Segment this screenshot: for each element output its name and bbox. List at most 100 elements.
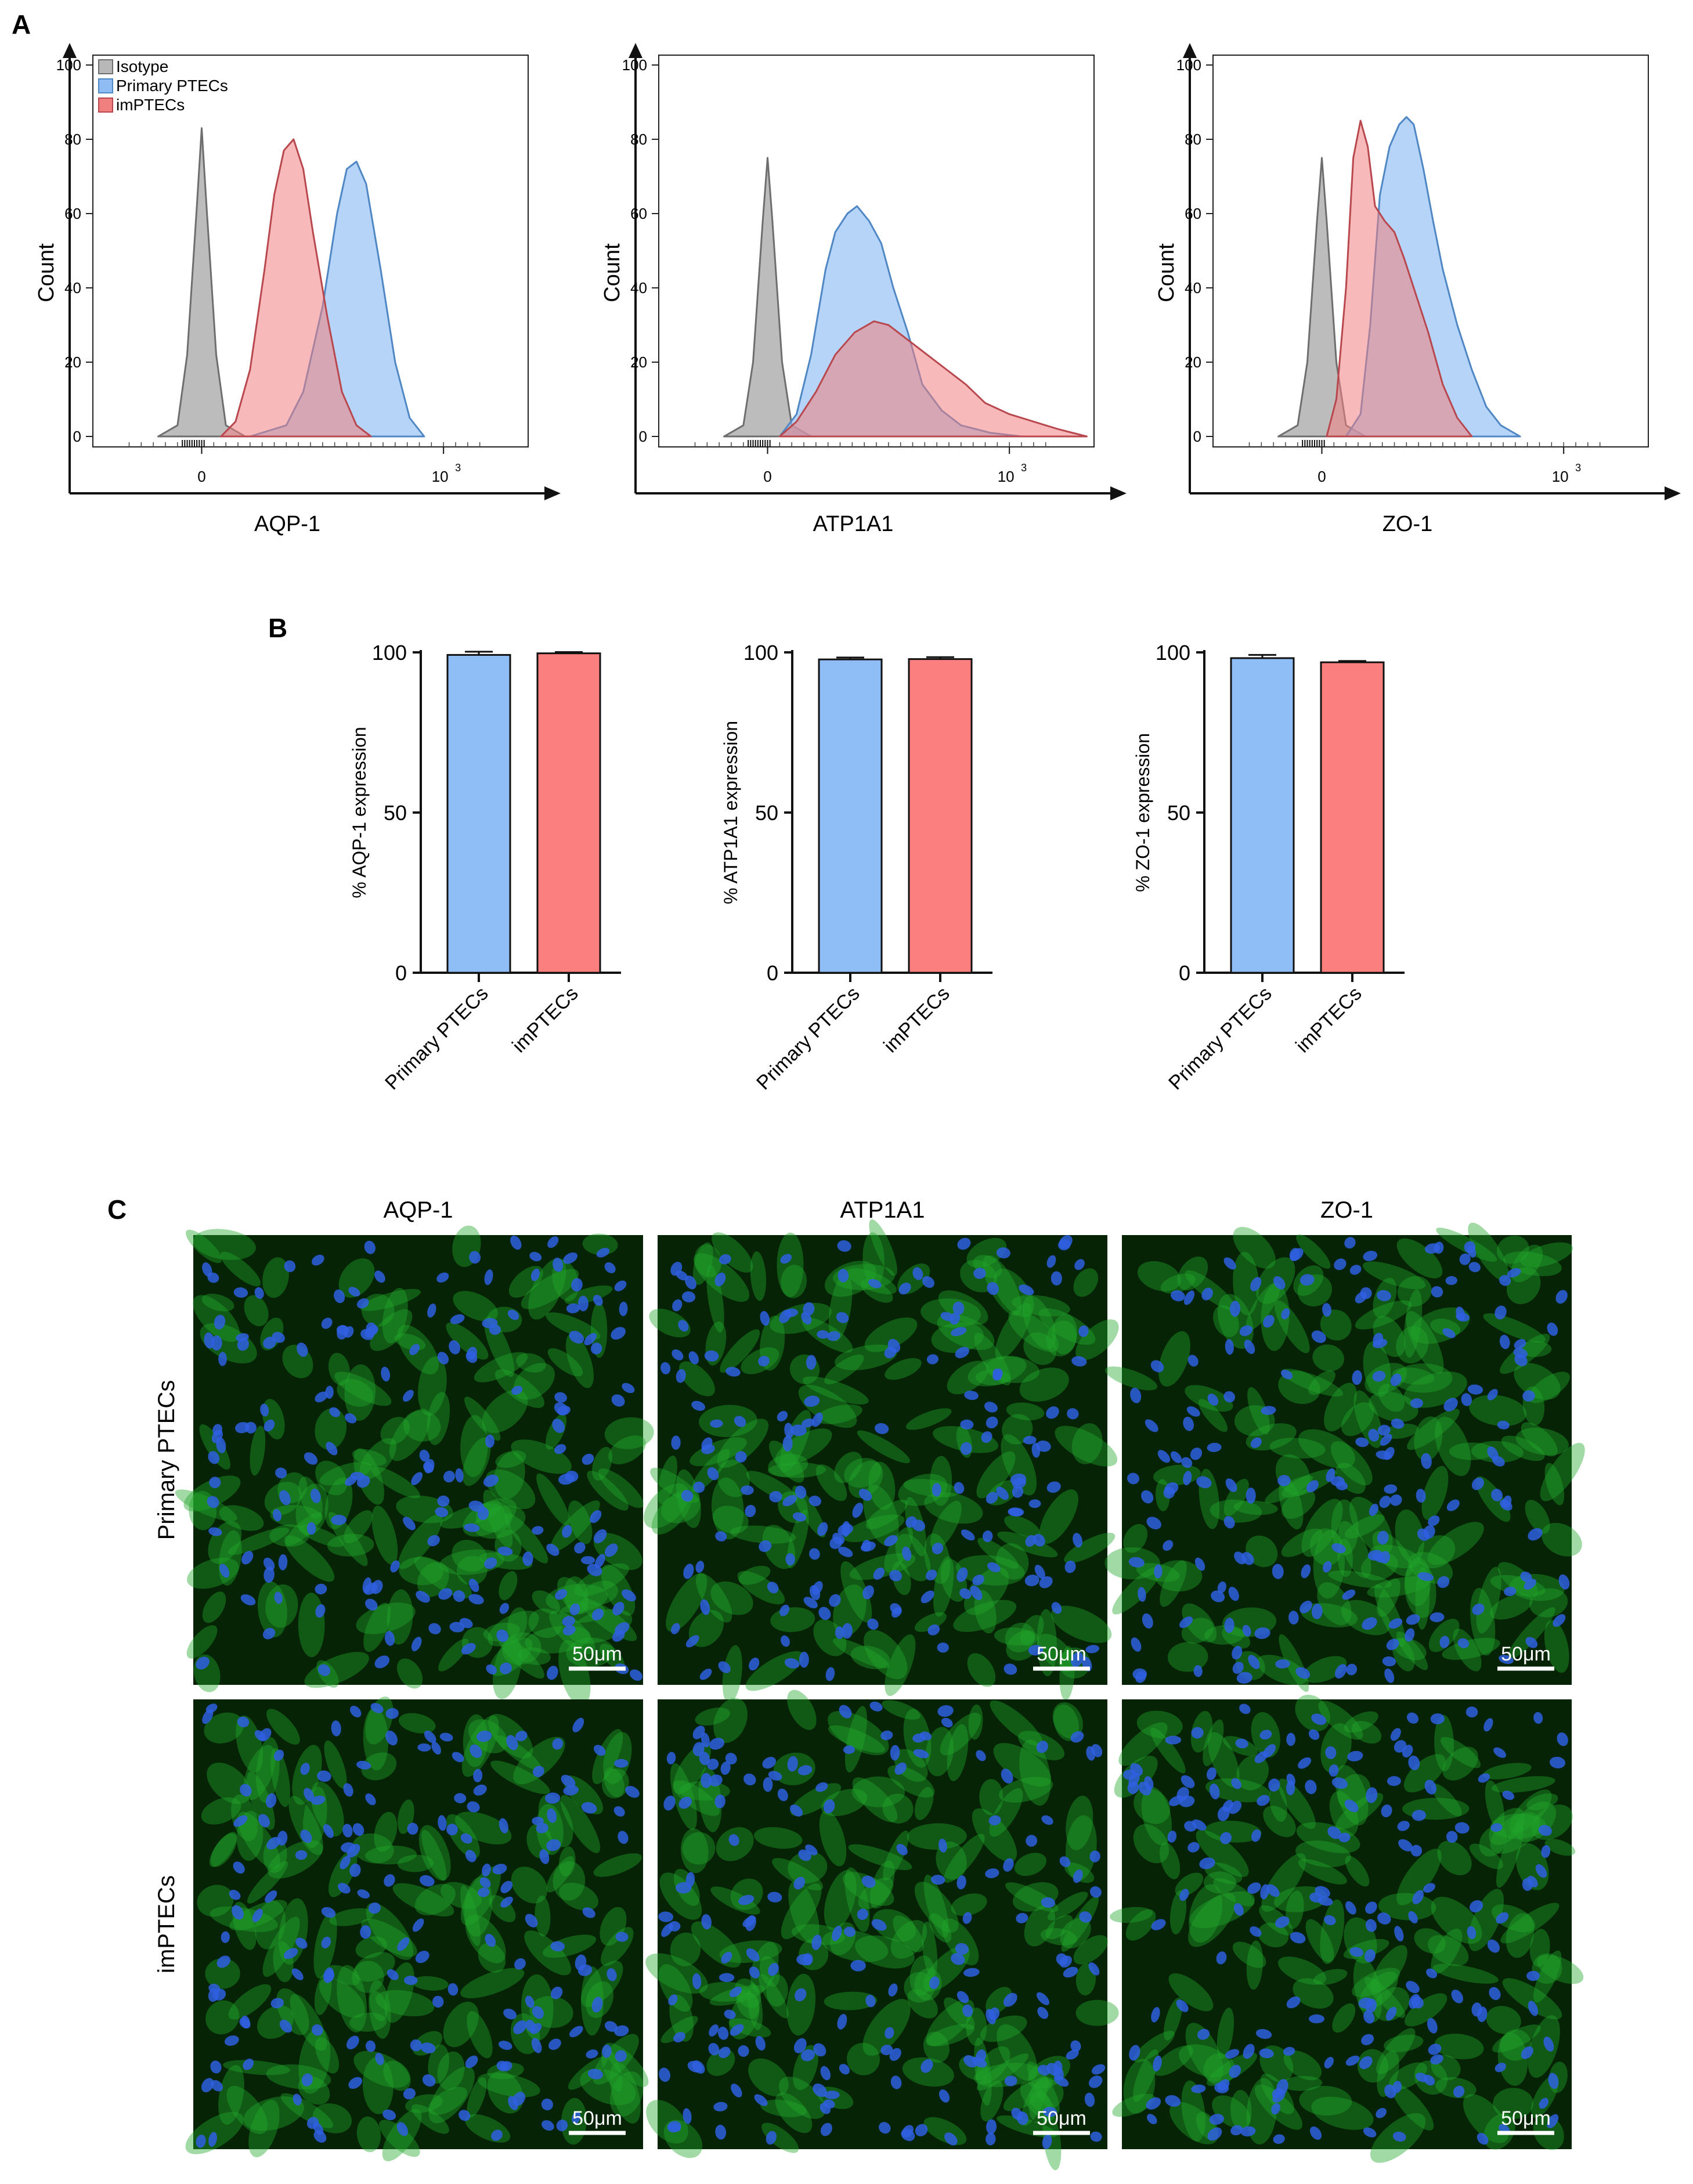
- cell-nucleus: [1525, 1637, 1538, 1648]
- cell-nucleus: [796, 1954, 813, 1966]
- cell-cytoplasm: [1541, 1522, 1582, 1557]
- cell-cytoplasm: [427, 1392, 450, 1445]
- cell-nucleus: [485, 1434, 494, 1448]
- cell-nucleus: [236, 1333, 249, 1342]
- cell-nucleus: [1290, 1932, 1306, 1944]
- cell-nucleus: [1163, 1540, 1174, 1551]
- cell-cytoplasm: [933, 1556, 954, 1617]
- cell-cytoplasm: [1501, 1435, 1545, 1461]
- cell-nucleus: [1224, 1618, 1234, 1633]
- cell-nucleus: [912, 1267, 923, 1280]
- cell-cytoplasm: [461, 1715, 499, 1777]
- cell-cytoplasm: [659, 1872, 702, 1920]
- cell-nucleus: [412, 1918, 424, 1932]
- cell-nucleus: [996, 1486, 1009, 1500]
- cell-cytoplasm: [354, 1952, 395, 1982]
- cell-cytoplasm: [1486, 2006, 1521, 2034]
- cell-nucleus: [208, 1983, 221, 1994]
- cell-nucleus: [295, 1850, 308, 1860]
- cell-nucleus: [1272, 1564, 1284, 1579]
- cell-cytoplasm: [1265, 1475, 1313, 1504]
- cell-cytoplasm: [482, 1389, 528, 1434]
- cell-nucleus: [889, 1569, 903, 1582]
- cell-nucleus: [446, 1824, 458, 1836]
- cell-nucleus: [468, 1500, 485, 1512]
- cell-nucleus: [729, 1986, 742, 1998]
- cell-nucleus: [676, 1270, 688, 1281]
- y-axis-label: Count: [34, 243, 59, 302]
- cell-cytoplasm: [1112, 2093, 1156, 2117]
- cell-nucleus: [678, 1796, 692, 1809]
- cell-nucleus: [667, 2121, 681, 2133]
- y-tick-label: 40: [630, 279, 647, 297]
- cell-cytoplasm: [550, 1500, 600, 1552]
- cell-cytoplasm: [362, 2057, 394, 2114]
- x-tick-label: imPTECs: [508, 983, 582, 1057]
- y-tick-label: 100: [372, 641, 407, 665]
- cell-cytoplasm: [695, 1573, 732, 1623]
- cell-nucleus: [707, 1467, 719, 1481]
- cell-nucleus: [1183, 1471, 1192, 1486]
- cell-cytoplasm: [931, 1322, 984, 1353]
- cell-nucleus: [1380, 1434, 1392, 1446]
- cell-nucleus: [419, 1449, 430, 1462]
- cell-nucleus: [1322, 1303, 1331, 1317]
- cell-cytoplasm: [1042, 2109, 1062, 2171]
- cell-nucleus: [596, 1248, 610, 1258]
- cell-nucleus: [1483, 1718, 1493, 1732]
- cell-nucleus: [1364, 1949, 1376, 1962]
- cell-cytoplasm: [536, 1473, 570, 1526]
- cell-nucleus: [1070, 1731, 1084, 1743]
- cell-cytoplasm: [1515, 1843, 1549, 1890]
- cell-nucleus: [719, 1254, 731, 1265]
- cell-nucleus: [691, 1400, 706, 1411]
- cell-nucleus: [766, 2131, 777, 2145]
- cell-cytoplasm: [1040, 1927, 1078, 1945]
- cell-nucleus: [1349, 1947, 1364, 1957]
- cell-nucleus: [424, 1730, 436, 1743]
- cell-nucleus: [1366, 1787, 1378, 1803]
- cell-nucleus: [938, 1838, 947, 1853]
- cell-cytoplasm: [750, 1251, 767, 1301]
- cell-cytoplasm: [781, 1265, 807, 1298]
- cell-cytoplasm: [528, 1608, 563, 1638]
- cell-nucleus: [963, 1968, 980, 1977]
- cell-cytoplasm: [262, 1257, 289, 1298]
- cell-cytoplasm: [1065, 1815, 1097, 1881]
- cell-cytoplasm: [1168, 1973, 1214, 2012]
- cell-nucleus: [241, 2015, 250, 2028]
- cell-cytoplasm: [1509, 1789, 1552, 1833]
- cell-nucleus: [1042, 2106, 1057, 2117]
- cell-nucleus: [724, 2009, 736, 2019]
- cell-nucleus: [1271, 2103, 1280, 2115]
- cell-cytoplasm: [824, 1354, 864, 1385]
- cell-nucleus: [1344, 1237, 1356, 1249]
- cell-nucleus: [1335, 1664, 1347, 1679]
- cell-cytoplasm: [412, 1976, 449, 1991]
- cell-nucleus: [1548, 2073, 1559, 2089]
- cell-cytoplasm: [865, 1500, 908, 1529]
- cell-nucleus: [531, 2038, 542, 2053]
- series-imptecs: [778, 320, 1088, 438]
- cell-cytoplasm: [1305, 1919, 1334, 1962]
- cell-cytoplasm: [1529, 1929, 1550, 1967]
- cell-nucleus: [1417, 1528, 1430, 1541]
- cell-nucleus: [1184, 1821, 1197, 1832]
- cell-cytoplasm: [842, 1872, 894, 1906]
- cell-nucleus: [960, 1442, 972, 1455]
- cell-nucleus: [365, 1598, 378, 1611]
- cell-nucleus: [321, 1317, 333, 1329]
- cell-nucleus: [530, 1268, 540, 1281]
- cell-cytoplasm: [1482, 1763, 1532, 1779]
- cell-cytoplasm: [197, 1885, 234, 1917]
- cell-nucleus: [836, 1312, 849, 1323]
- scale-bar-label: 50μm: [1501, 1643, 1551, 1665]
- micrograph-image: 50μm: [645, 1690, 1119, 2171]
- cell-nucleus: [272, 1331, 285, 1343]
- cell-cytoplasm: [864, 1317, 918, 1352]
- cell-nucleus: [1311, 1330, 1326, 1343]
- cell-nucleus: [1231, 1778, 1241, 1789]
- cell-nucleus: [202, 1262, 212, 1277]
- cell-cytoplasm: [710, 1581, 753, 1615]
